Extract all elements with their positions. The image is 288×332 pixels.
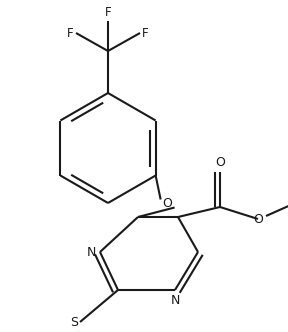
Text: F: F bbox=[142, 27, 149, 40]
Text: S: S bbox=[70, 315, 78, 328]
Text: N: N bbox=[170, 294, 180, 307]
Text: O: O bbox=[215, 156, 225, 169]
Text: F: F bbox=[105, 6, 111, 19]
Text: F: F bbox=[67, 27, 74, 40]
Text: O: O bbox=[163, 197, 173, 210]
Text: O: O bbox=[253, 212, 263, 225]
Text: N: N bbox=[87, 245, 96, 259]
